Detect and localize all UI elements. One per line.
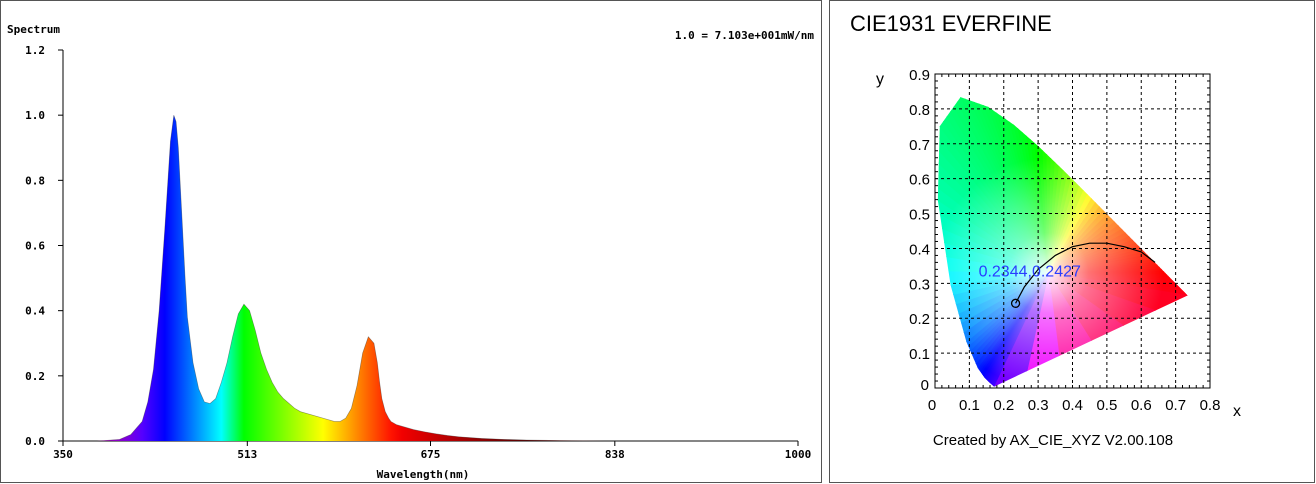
cie-y-tick-label: 0.8 [909,102,930,119]
spectrum-x-tick-label: 1000 [785,448,812,461]
cie-y-tick-label: 0.9 [909,67,930,84]
cie-x-tick-label: 0.4 [1062,397,1083,414]
cie-point-label: 0.2344,0.2427 [979,263,1081,280]
cie-y-tick-label: 0 [921,377,929,394]
cie-x-tick-label: 0.8 [1200,397,1221,414]
cie-y-tick-label: 0.6 [909,172,930,189]
cie-footer: Created by AX_CIE_XYZ V2.00.108 [933,432,1173,449]
cie-chromaticity-point [1010,298,1021,308]
cie-x-tick-label: 0 [928,397,936,414]
cie-x-tick-label: 0.1 [959,397,980,414]
cie-y-tick-label: 0.4 [909,241,930,258]
spectrum-area [63,115,798,442]
cie-chart-panel: CIE1931 EVERFINE y x Created by AX_CIE_X… [829,0,1315,483]
spectrum-y-tick-label: 0.8 [25,174,45,187]
spectrum-axes: 0.0 0.2 0.4 0.6 0.8 1.0 1.2 350 513 675 838 1000 [25,44,811,461]
spectrum-x-tick-label: 350 [53,448,73,461]
spectrum-y-tick-label: 1.0 [25,109,45,122]
cie-x-tick-label: 0.5 [1096,397,1117,414]
cie-title: CIE1931 EVERFINE [850,11,1052,36]
cie-y-tick-label: 0.7 [909,137,930,154]
cie-x-tick-label: 0.2 [993,397,1014,414]
spectrum-scale-note: 1.0 = 7.103e+001mW/nm [675,29,814,42]
spectrum-y-tick-label: 0.6 [25,240,45,253]
cie-x-tick-label: 0.3 [1028,397,1049,414]
spectrum-chart: Spectrum 1.0 = 7.103e+001mW/nm Wavelengt… [7,23,814,481]
cie-x-axis-label: x [1233,403,1241,420]
spectrum-series [63,115,798,442]
cie-y-tick-label: 0.2 [909,311,930,328]
cie-x-tick-label: 0.6 [1131,397,1152,414]
cie-ticks [934,73,1211,389]
cie-chart: CIE1931 EVERFINE y x Created by AX_CIE_X… [850,11,1241,449]
cie-y-tick-label: 0.5 [909,207,930,224]
cie-y-tick-label: 0.3 [909,276,930,293]
cie-plot-area: 0 0.1 0.2 0.3 0.4 0.5 0.6 0.7 0.8 0 0.1 0.2 0.3 0.4 0.… [909,67,1221,414]
cie-planckian-locus [1015,242,1156,304]
spectrum-line [63,115,798,442]
spectrum-x-axis-label: Wavelength(nm) [377,468,470,481]
spectrum-x-tick-label: 675 [421,448,441,461]
spectrum-y-tick-label: 0.0 [25,435,45,448]
cie-gamut-fill [937,97,1188,387]
cie-y-tick-label: 0.1 [909,346,930,363]
spectrum-x-tick-label: 513 [237,448,257,461]
spectrum-y-tick-label: 0.4 [25,305,45,318]
spectrum-x-tick-label: 838 [605,448,625,461]
spectrum-chart-panel: Spectrum 1.0 = 7.103e+001mW/nm Wavelengt… [0,0,822,483]
cie-x-tick-label: 0.7 [1165,397,1186,414]
cie-y-axis-label: y [876,71,884,88]
spectrum-title: Spectrum [7,23,60,36]
cie-white-glow [937,157,1164,387]
spectrum-y-tick-label: 0.2 [25,370,45,383]
spectrum-y-tick-label: 1.2 [25,44,45,57]
